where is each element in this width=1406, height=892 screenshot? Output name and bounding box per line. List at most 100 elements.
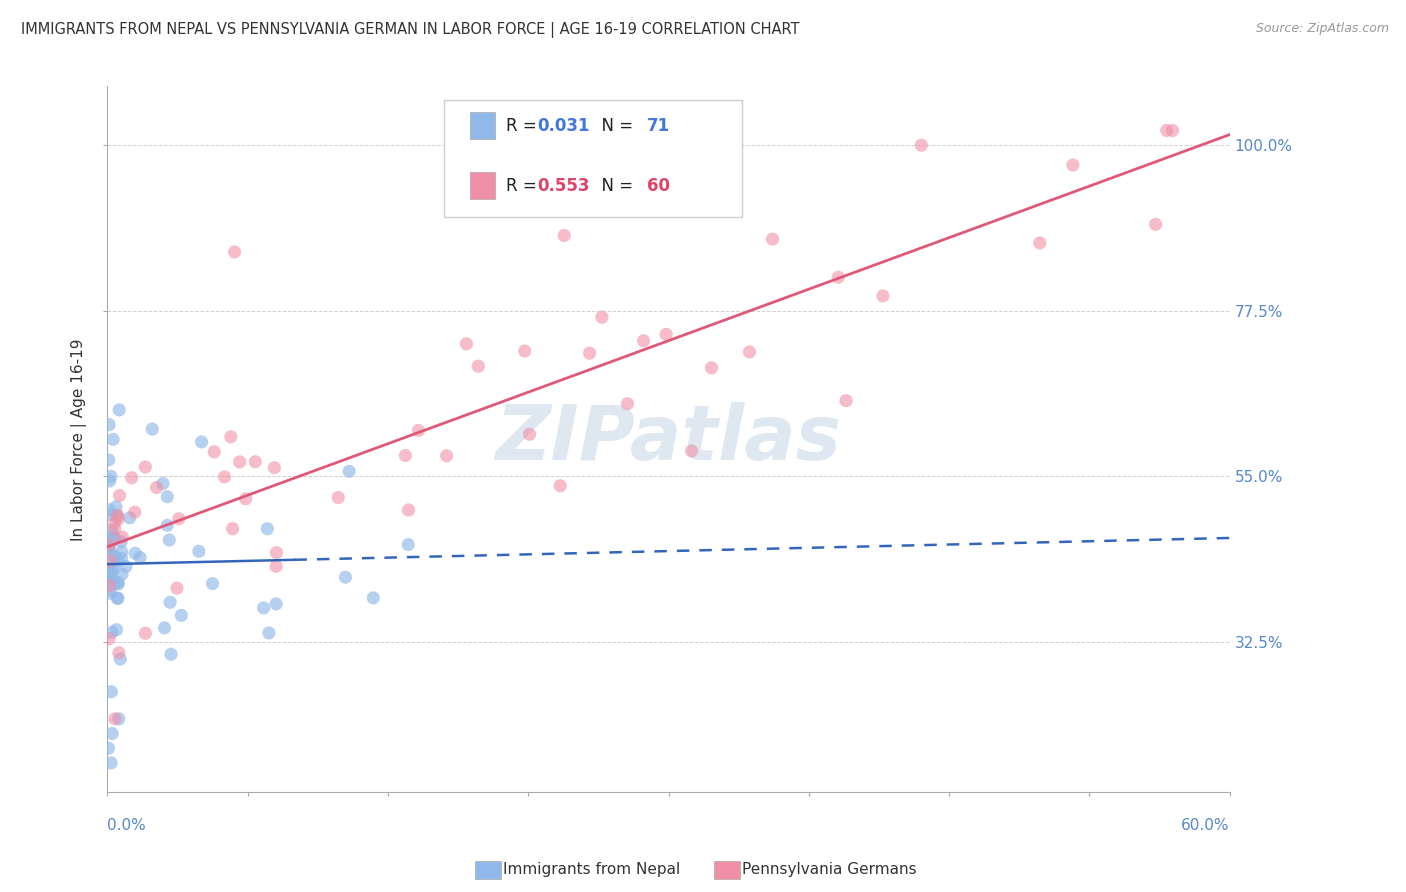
Point <box>107 512 129 526</box>
Point <box>456 336 478 351</box>
Point <box>101 529 124 543</box>
Point <box>107 575 129 590</box>
Point <box>104 522 127 536</box>
Point <box>553 228 575 243</box>
Point <box>245 455 267 469</box>
Point <box>328 491 350 505</box>
Point <box>616 397 638 411</box>
Point <box>156 518 179 533</box>
Text: IMMIGRANTS FROM NEPAL VS PENNSYLVANIA GERMAN IN LABOR FORCE | AGE 16-19 CORRELAT: IMMIGRANTS FROM NEPAL VS PENNSYLVANIA GE… <box>21 22 800 38</box>
Point <box>187 544 209 558</box>
Point <box>110 551 132 566</box>
Point <box>1156 123 1178 137</box>
Point <box>107 577 129 591</box>
Point <box>337 464 360 478</box>
Point <box>108 489 131 503</box>
Text: Source: ZipAtlas.com: Source: ZipAtlas.com <box>1256 22 1389 36</box>
Point <box>152 476 174 491</box>
Point <box>101 625 124 640</box>
Point <box>681 444 703 458</box>
Point <box>108 646 131 660</box>
Point <box>170 608 193 623</box>
Point <box>104 549 127 564</box>
FancyBboxPatch shape <box>444 101 741 217</box>
Point <box>105 509 128 524</box>
Point <box>738 345 761 359</box>
Point <box>98 570 121 584</box>
Text: Pennsylvania Germans: Pennsylvania Germans <box>742 863 917 877</box>
Point <box>100 545 122 559</box>
Point <box>100 554 122 568</box>
Point <box>98 474 121 488</box>
Point <box>98 566 121 580</box>
Point <box>97 533 120 547</box>
Point <box>159 595 181 609</box>
Point <box>129 550 152 565</box>
Point <box>100 756 122 770</box>
Text: ZIPatlas: ZIPatlas <box>495 402 842 476</box>
Point <box>253 601 276 615</box>
Text: N =: N = <box>591 177 638 194</box>
Text: 0.0%: 0.0% <box>107 818 146 833</box>
Text: 60: 60 <box>647 177 671 194</box>
Point <box>398 503 420 517</box>
Point <box>548 479 571 493</box>
Point <box>124 546 146 560</box>
Point <box>98 583 121 598</box>
Point <box>872 289 894 303</box>
Point <box>264 597 287 611</box>
Point <box>1161 123 1184 137</box>
Point <box>394 449 416 463</box>
Text: 0.553: 0.553 <box>537 177 589 194</box>
Point <box>97 741 120 756</box>
Point <box>97 558 120 573</box>
Point <box>141 422 163 436</box>
Point <box>256 522 278 536</box>
Point <box>264 559 287 574</box>
Point <box>396 537 419 551</box>
Point <box>202 445 225 459</box>
Point <box>1029 235 1052 250</box>
FancyBboxPatch shape <box>470 112 495 139</box>
Point <box>1062 158 1084 172</box>
Point <box>257 626 280 640</box>
Point <box>219 430 242 444</box>
Point <box>228 455 250 469</box>
Point <box>98 417 121 432</box>
Point <box>160 647 183 661</box>
Y-axis label: In Labor Force | Age 16-19: In Labor Force | Age 16-19 <box>72 338 87 541</box>
Point <box>591 310 613 325</box>
Point <box>98 503 121 517</box>
Point <box>586 203 609 218</box>
Point <box>633 334 655 348</box>
Point <box>100 561 122 575</box>
Point <box>827 270 849 285</box>
Point <box>100 685 122 699</box>
Point <box>190 434 212 449</box>
Text: R =: R = <box>506 177 541 194</box>
Point <box>519 427 541 442</box>
Point <box>134 626 156 640</box>
Point <box>145 480 167 494</box>
Point <box>153 621 176 635</box>
Text: 0.031: 0.031 <box>537 117 589 135</box>
Point <box>214 470 236 484</box>
Point <box>104 500 127 514</box>
Point <box>105 623 128 637</box>
Point <box>101 566 124 581</box>
Point <box>98 579 121 593</box>
Text: R =: R = <box>506 117 541 135</box>
Point <box>96 536 118 550</box>
Point <box>111 530 134 544</box>
Point <box>221 522 243 536</box>
Point <box>361 591 384 605</box>
Point <box>408 424 430 438</box>
Point <box>110 534 132 549</box>
Text: 71: 71 <box>647 117 671 135</box>
Point <box>835 393 858 408</box>
Point <box>103 576 125 591</box>
Point <box>1144 217 1167 231</box>
Point <box>97 572 120 586</box>
Point <box>98 632 121 646</box>
Point <box>201 576 224 591</box>
